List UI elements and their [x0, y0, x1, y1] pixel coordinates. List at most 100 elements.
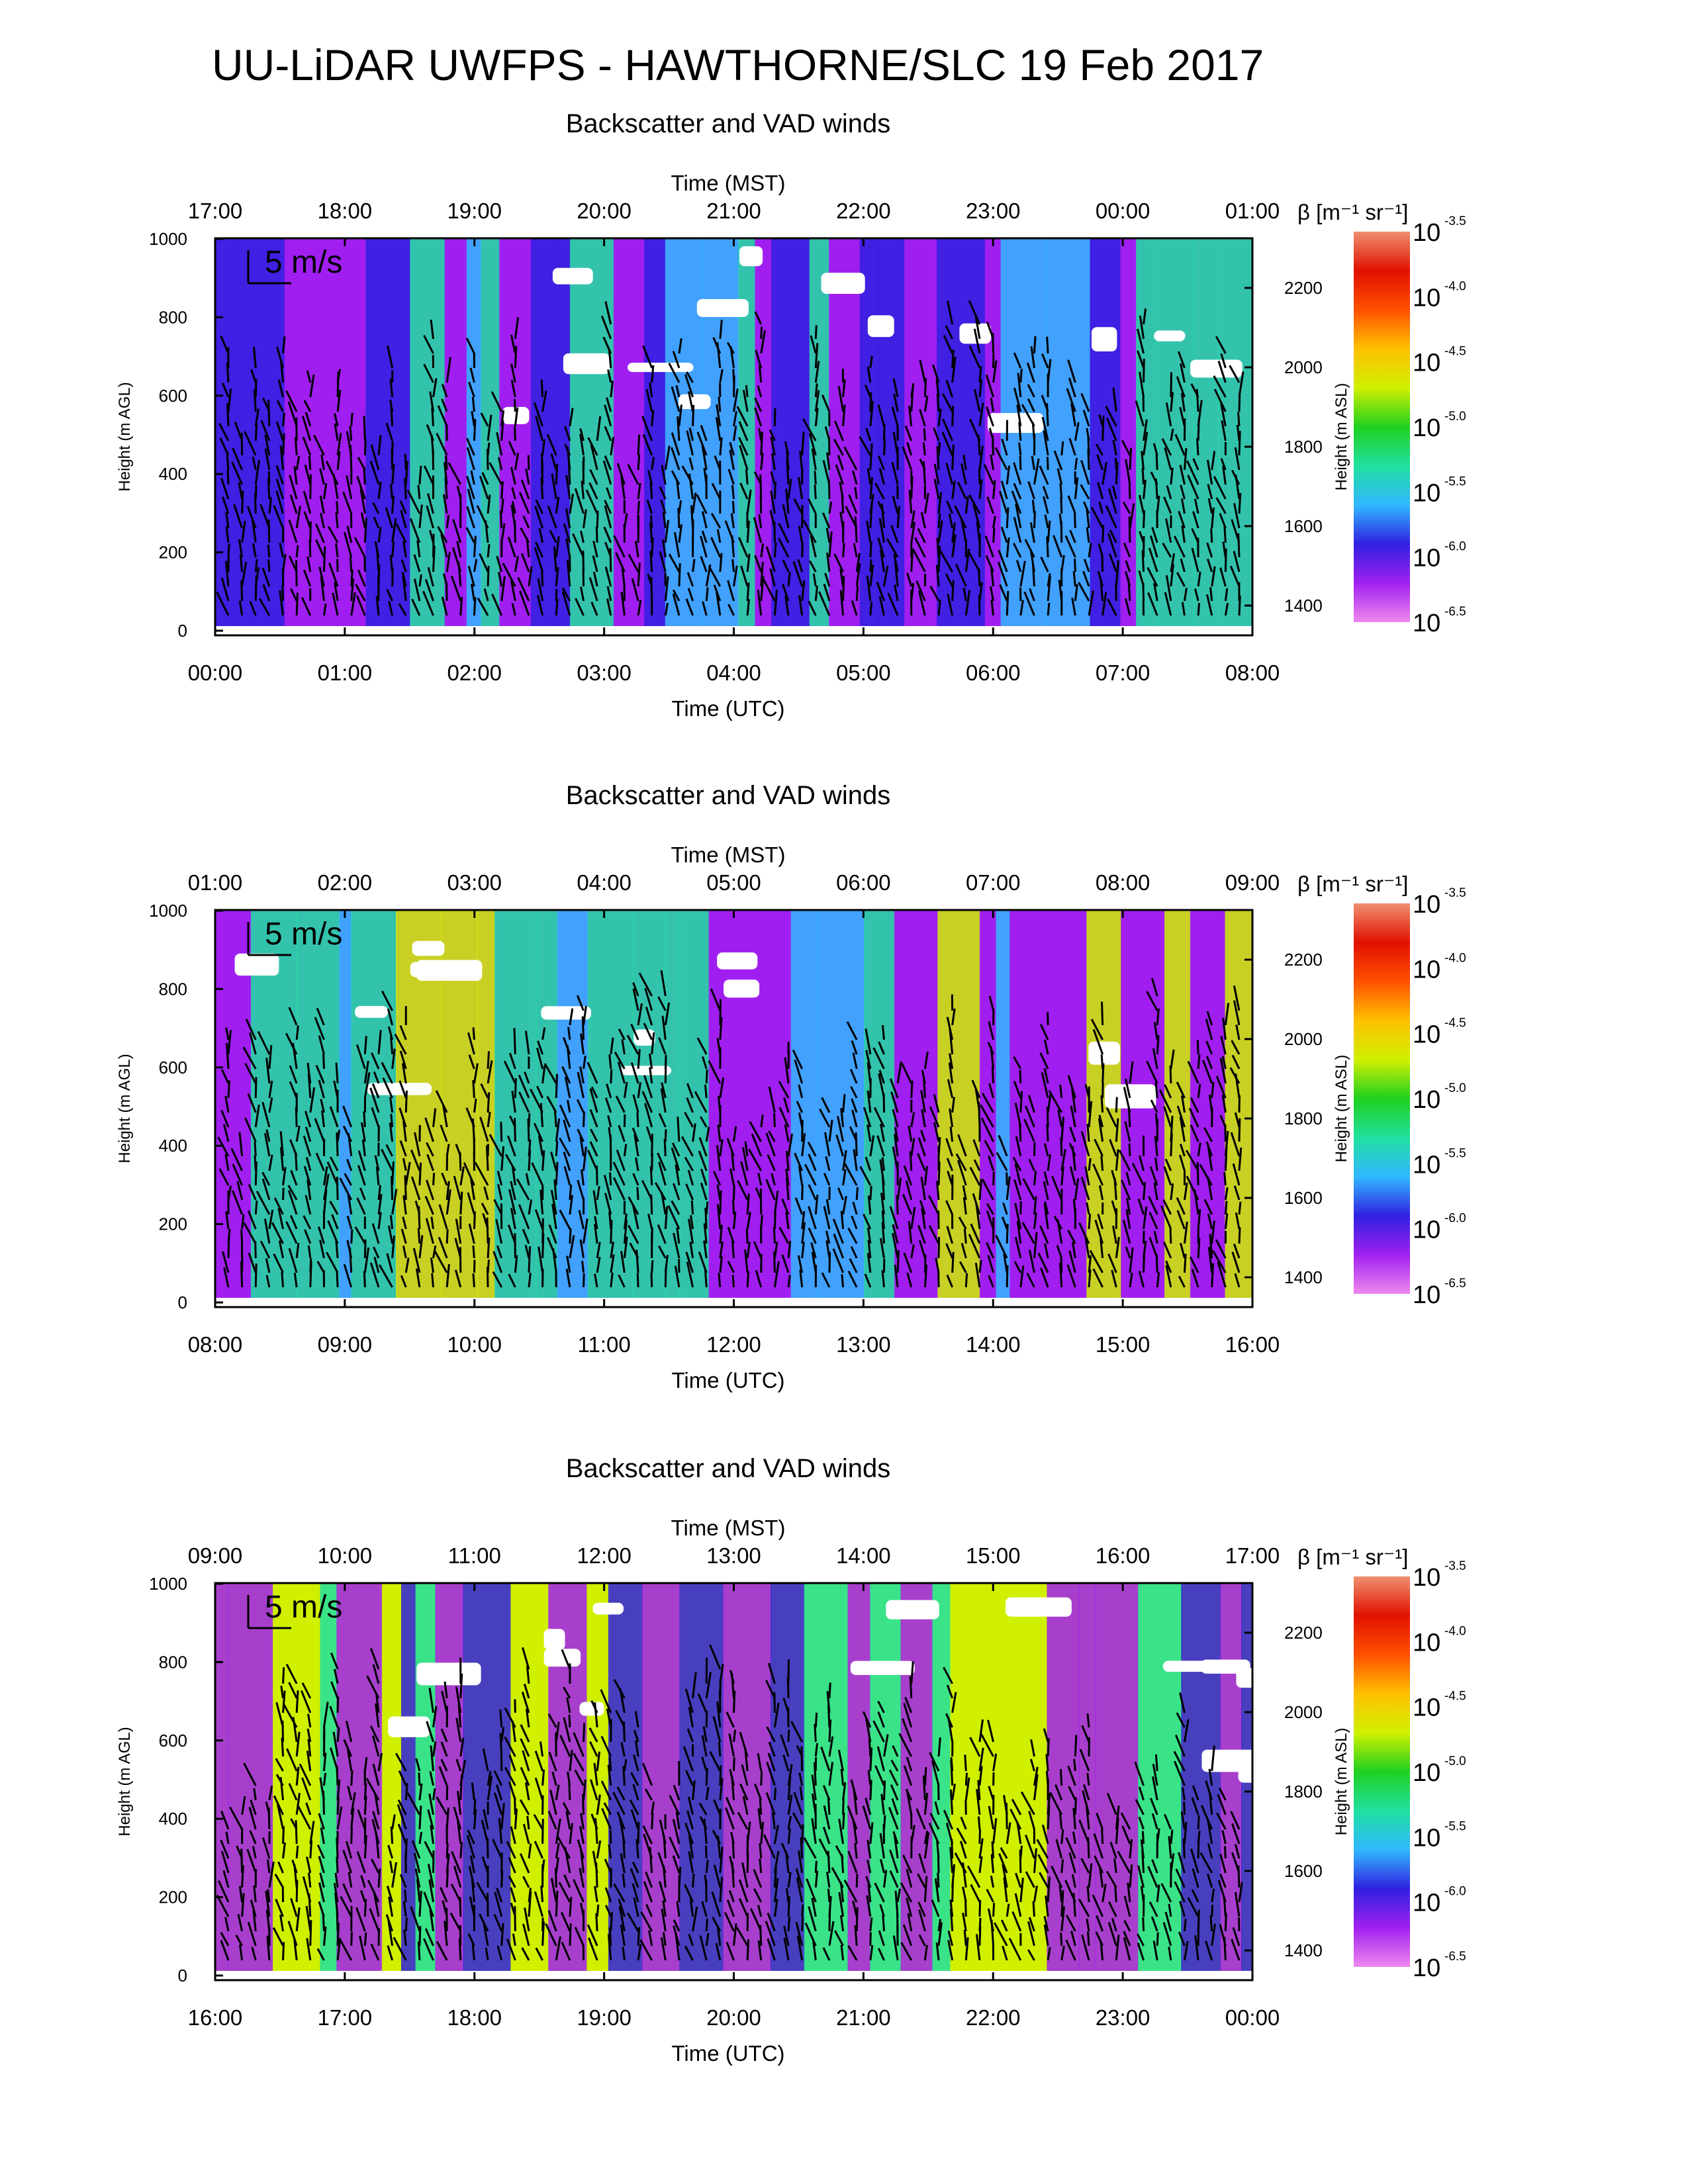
- wind-arrow: [828, 1119, 833, 1142]
- wind-arrow: [395, 523, 407, 543]
- wind-arrow: [332, 1731, 339, 1757]
- wind-arrow: [1072, 1199, 1076, 1215]
- wind-arrow: [1125, 560, 1131, 572]
- wind-arrow: [369, 1262, 380, 1288]
- wind-arrow: [410, 1906, 421, 1932]
- wind-arrow: [450, 576, 462, 602]
- backscatter-column: [365, 238, 411, 635]
- wind-arrow: [880, 503, 885, 529]
- wind-arrow: [1028, 1158, 1035, 1171]
- wind-arrow: [980, 1733, 994, 1757]
- wind-arrow: [540, 453, 544, 471]
- wind-arrow: [385, 1144, 393, 1157]
- wind-arrow: [510, 1887, 516, 1903]
- wind-arrow: [915, 1808, 926, 1830]
- backscatter-column: [530, 238, 555, 635]
- wind-arrow: [564, 443, 571, 456]
- wind-arrow: [719, 369, 724, 383]
- wind-arrow: [1094, 1855, 1104, 1874]
- wind-arrow: [941, 392, 953, 412]
- wind-arrow: [672, 593, 680, 616]
- wind-arrow: [818, 1838, 831, 1859]
- wind-arrow: [265, 1909, 271, 1932]
- wind-arrow: [645, 1126, 653, 1142]
- wind-arrow: [583, 1218, 588, 1244]
- wind-arrow: [649, 551, 653, 572]
- wind-arrow: [1082, 409, 1090, 427]
- wind-arrow: [403, 478, 407, 500]
- wind-arrow: [371, 1107, 380, 1128]
- wind-arrow: [429, 1909, 435, 1932]
- wind-arrow: [318, 1901, 325, 1917]
- wind-arrow: [1084, 1084, 1090, 1099]
- wind-arrow: [632, 1173, 639, 1186]
- wind-arrow: [808, 1184, 817, 1201]
- wind-arrow: [1206, 542, 1213, 558]
- wind-arrow: [357, 1165, 366, 1186]
- wind-arrow: [1009, 1808, 1022, 1830]
- wind-arrow: [1169, 1228, 1172, 1244]
- wind-arrow: [415, 1758, 421, 1772]
- wind-scale-key: 5 m/s: [247, 245, 342, 285]
- wind-arrow: [855, 1132, 858, 1157]
- wind-arrow: [714, 455, 722, 471]
- wind-arrow: [703, 1819, 708, 1844]
- wind-arrow: [990, 397, 995, 412]
- wind-arrow: [1073, 512, 1076, 529]
- wind-arrow: [937, 1737, 941, 1757]
- wind-arrow: [309, 374, 315, 398]
- wind-arrow: [1154, 1136, 1158, 1157]
- wind-arrow: [1083, 1784, 1090, 1801]
- x-tick-label-bottom: 17:00: [318, 2005, 373, 2030]
- x-tick-label-top: 02:00: [318, 870, 373, 895]
- wind-arrow: [1156, 1272, 1160, 1288]
- wind-arrow: [727, 604, 735, 616]
- wind-arrow: [917, 1137, 926, 1157]
- wind-arrow: [1207, 498, 1213, 514]
- wind-arrow: [824, 426, 831, 441]
- wind-arrow: [685, 1251, 694, 1273]
- wind-arrow: [1033, 1212, 1037, 1230]
- wind-arrow: [1047, 520, 1051, 543]
- wind-arrow: [1081, 1725, 1090, 1743]
- wind-arrow: [265, 1801, 271, 1815]
- wind-arrow: [391, 1189, 398, 1215]
- wind-arrow: [612, 1161, 626, 1186]
- wind-arrow: [796, 1935, 804, 1961]
- wind-arrow: [936, 446, 940, 471]
- wind-arrow: [739, 1783, 749, 1801]
- wind-arrow: [1230, 1132, 1241, 1157]
- wind-arrow: [1040, 557, 1049, 572]
- wind-arrow: [1235, 1024, 1241, 1040]
- wind-arrow: [536, 1048, 544, 1069]
- wind-arrow: [1045, 1754, 1049, 1772]
- wind-arrow: [440, 1728, 448, 1743]
- wind-arrow: [369, 1087, 380, 1113]
- wind-arrow: [751, 1133, 763, 1157]
- wind-arrow: [998, 549, 1008, 572]
- wind-arrow: [1049, 1792, 1063, 1815]
- wind-arrow: [1165, 575, 1172, 602]
- wind-arrow: [1197, 1909, 1200, 1932]
- wind-arrow: [630, 1809, 639, 1830]
- wind-arrow: [346, 1240, 353, 1259]
- wind-arrow: [978, 402, 984, 427]
- wind-arrow: [498, 572, 503, 587]
- wind-arrow: [511, 486, 516, 500]
- wind-arrow: [801, 1242, 805, 1259]
- wind-arrow: [553, 546, 557, 572]
- wind-arrow: [633, 1754, 639, 1772]
- wind-arrow: [556, 1835, 571, 1859]
- wind-arrow: [514, 1255, 518, 1273]
- wind-arrow: [620, 476, 626, 500]
- wind-arrow: [984, 535, 994, 558]
- wind-arrow: [445, 1263, 450, 1288]
- wind-arrow: [588, 482, 598, 500]
- wind-arrow: [863, 1107, 872, 1128]
- wind-arrow: [1197, 400, 1203, 427]
- wind-arrow: [305, 1195, 312, 1215]
- wind-arrow: [1068, 1786, 1076, 1801]
- wind-arrow: [1045, 1895, 1049, 1917]
- wind-arrow: [1170, 1049, 1175, 1069]
- backscatter-column: [608, 1583, 643, 1980]
